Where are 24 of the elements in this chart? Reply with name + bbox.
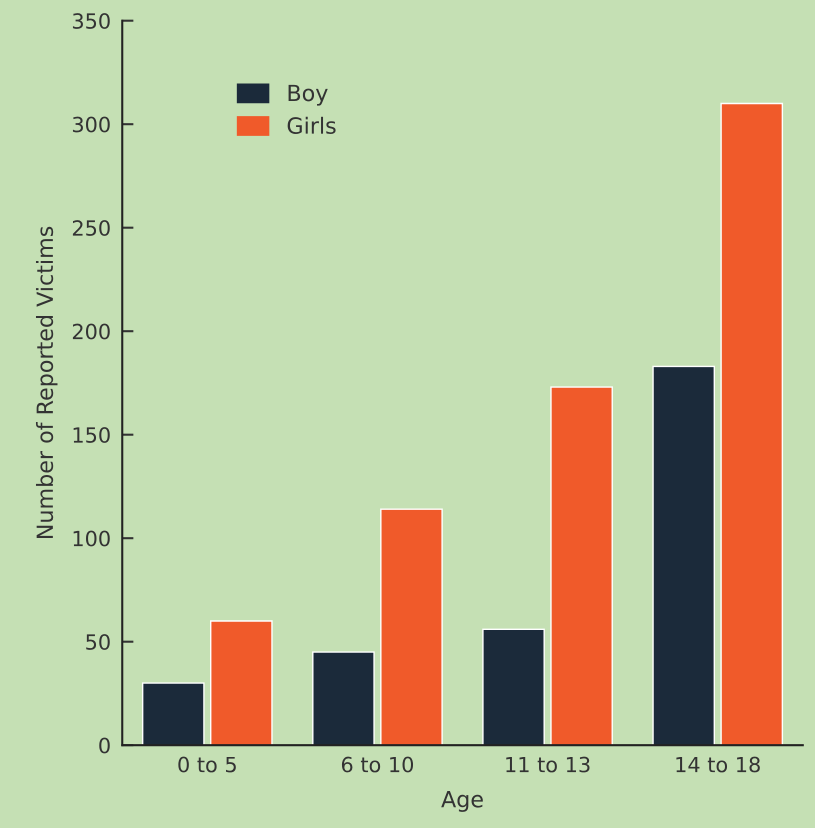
bar — [210, 620, 273, 746]
x-tick-label: 14 to 18 — [676, 756, 760, 772]
bar — [550, 386, 613, 746]
y-tick-label: 100 — [74, 530, 110, 546]
bar — [720, 102, 784, 746]
y-tick-label: 350 — [72, 13, 110, 29]
y-tick-label: 200 — [72, 324, 110, 340]
x-tick-label: 11 to 13 — [506, 756, 590, 772]
y-tick-label: 300 — [72, 116, 110, 132]
bar — [312, 651, 375, 746]
bar — [652, 366, 715, 746]
bar — [482, 628, 545, 746]
y-tick-label: 0 — [99, 738, 110, 754]
x-tick-label: 6 to 10 — [342, 756, 414, 772]
y-tick-label: 250 — [72, 220, 110, 236]
bar — [380, 508, 443, 746]
y-axis-title: Number of Reported Victims — [36, 226, 58, 538]
x-axis-title: Age — [441, 791, 483, 812]
bar — [142, 682, 205, 746]
y-tick-label: 50 — [86, 634, 110, 650]
x-tick-label: 0 to 5 — [178, 756, 236, 772]
legend-label: Girls — [288, 116, 336, 134]
legend-label: Boy — [288, 84, 328, 106]
y-tick-label: 150 — [74, 427, 110, 443]
